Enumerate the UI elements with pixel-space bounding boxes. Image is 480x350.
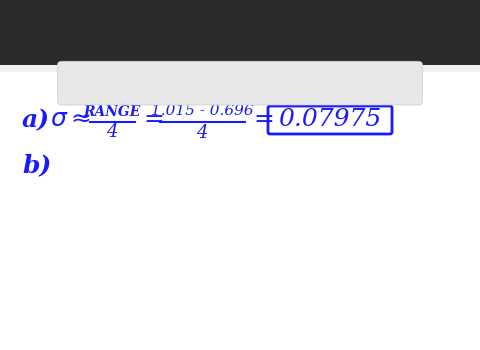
Text: =: =: [143, 108, 164, 132]
FancyBboxPatch shape: [268, 106, 392, 134]
Circle shape: [379, 63, 397, 81]
Text: RANGE: RANGE: [84, 105, 141, 119]
Text: ✏: ✏: [143, 65, 153, 78]
Text: YouTube: YouTube: [175, 49, 201, 55]
Text: Bookmarks: Bookmarks: [10, 49, 46, 55]
Text: a): a): [22, 108, 50, 132]
Text: ↖: ↖: [120, 65, 130, 78]
Text: +: +: [305, 4, 317, 18]
Circle shape: [351, 63, 369, 81]
Text: 🔒  numerade.com/answers/whiteboard/: 🔒 numerade.com/answers/whiteboard/: [68, 30, 218, 39]
Bar: [35, 0, 155, 22]
Text: Desmos | Graphing Calcula...: Desmos | Graphing Calcula...: [180, 7, 281, 14]
Text: ▱: ▱: [193, 65, 203, 78]
Text: ✂: ✂: [167, 65, 177, 78]
Text: Advanced (Les...: Advanced (Les...: [395, 49, 447, 55]
Text: Error: Error: [443, 31, 463, 37]
Text: →: →: [32, 28, 43, 41]
Text: 4: 4: [196, 124, 208, 142]
Text: Wikipedia: Wikipedia: [230, 49, 261, 55]
Text: ↻: ↻: [95, 65, 105, 78]
Text: 4: 4: [106, 123, 118, 141]
Text: A: A: [216, 65, 224, 78]
Bar: [62, 27, 302, 42]
Text: News: News: [285, 49, 302, 55]
Text: Numerade Whiteboard: Numerade Whiteboard: [50, 7, 137, 15]
Circle shape: [296, 63, 314, 81]
Text: ↺: ↺: [50, 28, 60, 41]
Text: ←: ←: [15, 28, 25, 41]
Text: =: =: [253, 108, 274, 132]
Circle shape: [323, 63, 341, 81]
Text: Popular: Popular: [340, 49, 363, 55]
Text: $\sigma \approx$: $\sigma \approx$: [50, 108, 91, 132]
Bar: [58, 59, 418, 85]
Bar: [165, 0, 295, 22]
Text: Yahoo: Yahoo: [120, 49, 139, 55]
Text: Apple: Apple: [65, 49, 83, 55]
Bar: [0, 22, 480, 45]
Text: 1.015 - 0.696: 1.015 - 0.696: [151, 104, 253, 118]
Circle shape: [443, 24, 463, 44]
Bar: [0, 44, 480, 60]
Text: ↺: ↺: [75, 65, 85, 78]
Text: ⬛: ⬛: [244, 65, 252, 78]
Text: 0.07975: 0.07975: [278, 108, 382, 132]
Text: b): b): [22, 153, 51, 177]
